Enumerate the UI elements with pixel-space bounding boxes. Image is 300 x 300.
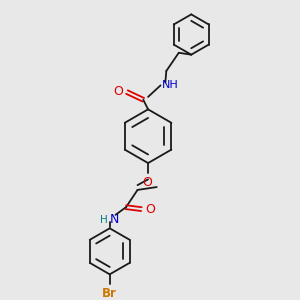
Text: NH: NH [161, 80, 178, 90]
Text: Br: Br [102, 287, 117, 300]
Text: H: H [100, 215, 108, 225]
Text: O: O [145, 202, 155, 216]
Text: O: O [142, 176, 152, 190]
Text: N: N [110, 213, 119, 226]
Text: O: O [113, 85, 123, 98]
